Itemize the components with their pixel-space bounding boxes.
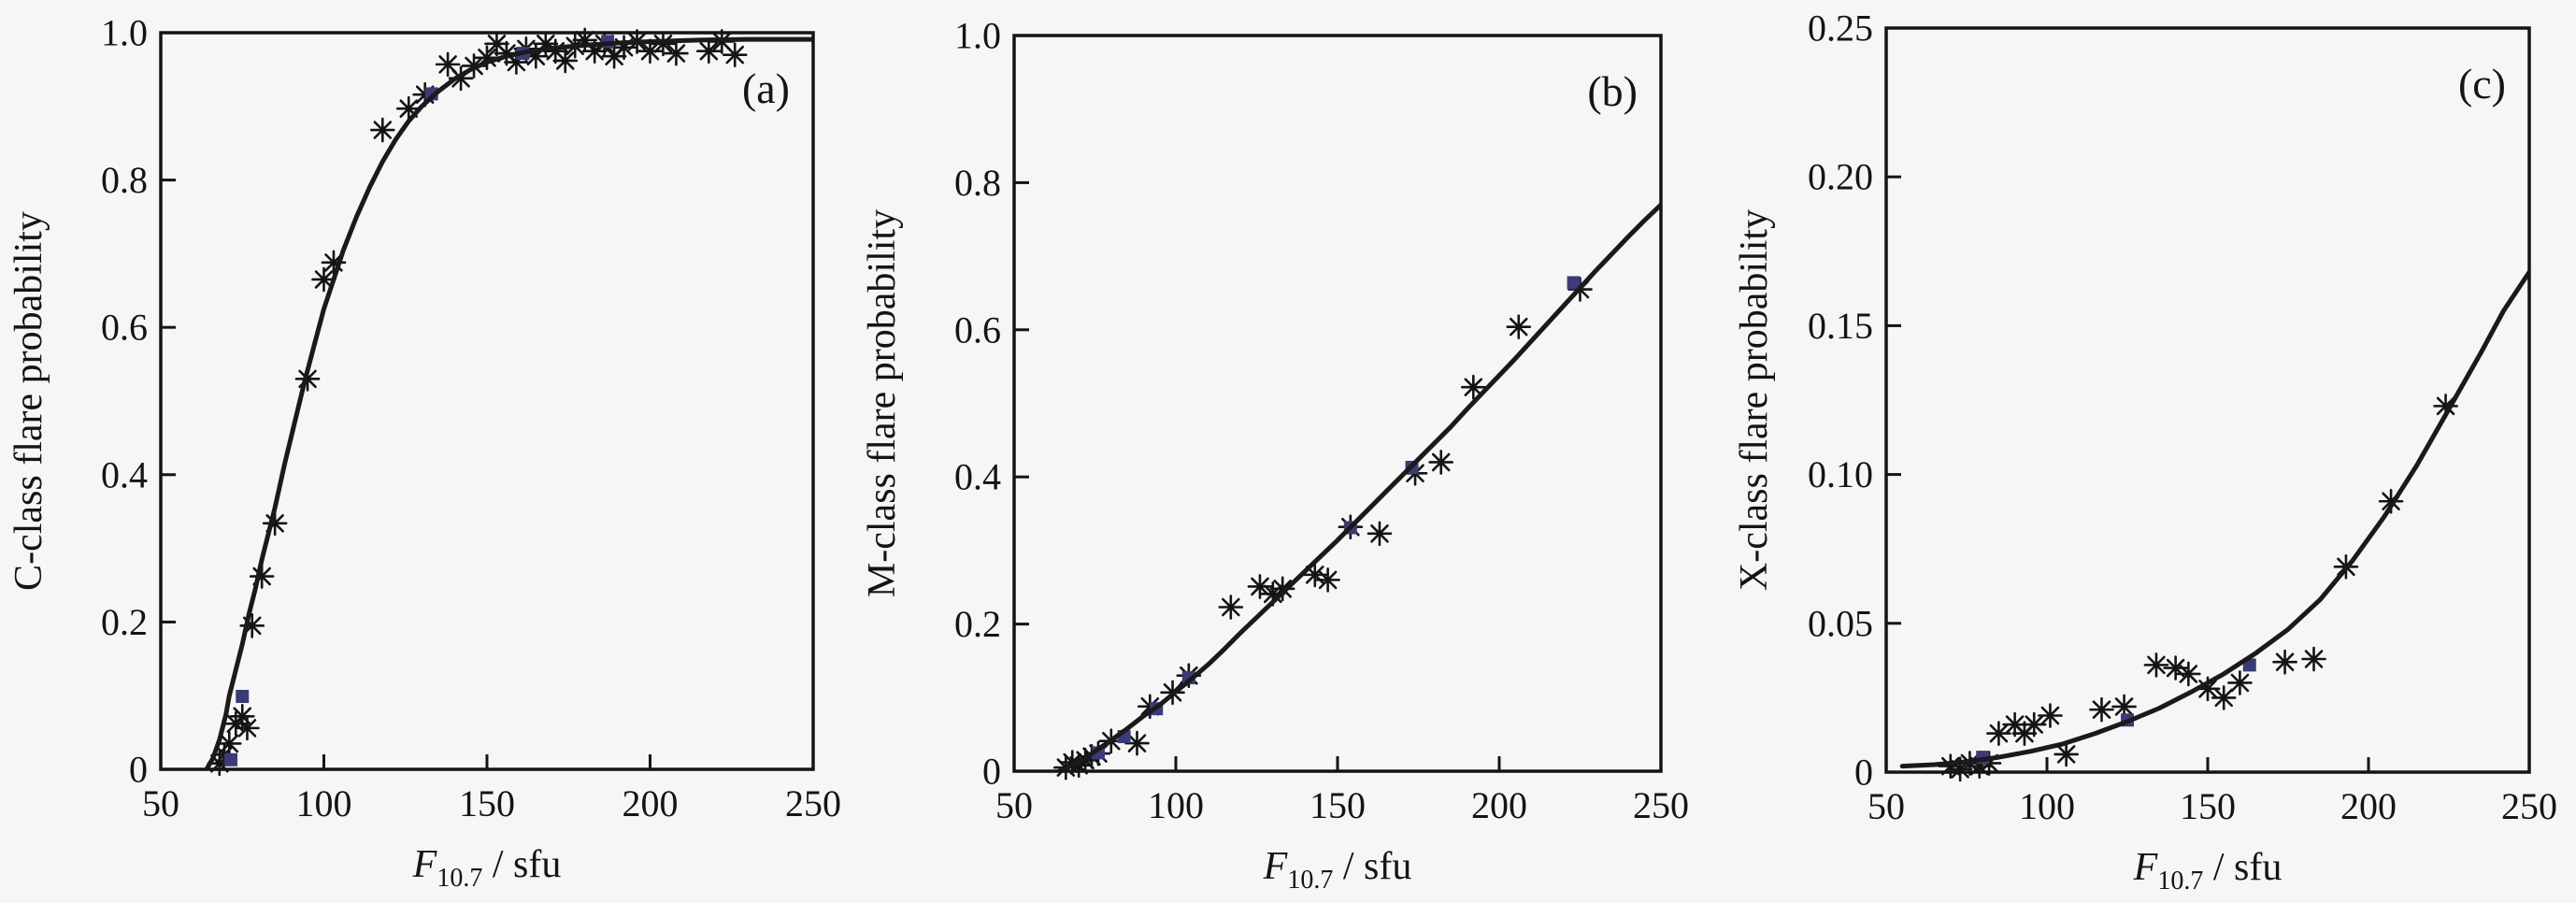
panel-b-plot: 50 100 150 200 250 0 0.2 0.4 0.6 0.8 1.0 M-class fl… bbox=[861, 15, 1689, 896]
x-tick-label: 250 bbox=[2501, 785, 2557, 827]
model-point-square bbox=[236, 689, 250, 703]
x-tick-label: 250 bbox=[1633, 784, 1689, 826]
data-point-asterisk bbox=[1247, 574, 1273, 599]
y-tick-label: 0.6 bbox=[954, 308, 1001, 351]
y-tick-label: 0.10 bbox=[1808, 453, 1873, 495]
panel-c-plot: 50 100 150 200 250 0 0.05 0.10 0.15 0.20 0.25 X-cla… bbox=[1733, 7, 2557, 896]
data-point-asterisks bbox=[207, 27, 748, 776]
fitted-curve bbox=[1056, 202, 1661, 771]
x-tick-label: 100 bbox=[2019, 785, 2075, 827]
data-point-asterisk bbox=[552, 48, 579, 74]
panel-a: 50 100 150 200 250 0 0.2 0.4 0.6 0.8 1.0 C-class fl… bbox=[0, 0, 859, 903]
fitted-curve bbox=[204, 36, 813, 769]
data-point-asterisk bbox=[1367, 521, 1393, 547]
y-tick-label: 0.2 bbox=[101, 601, 148, 643]
x-tick-label: 250 bbox=[785, 782, 841, 824]
plot-box bbox=[1884, 26, 2531, 774]
x-axis-title: F10.7 / sfu bbox=[412, 843, 562, 893]
y-tick-label: 0.15 bbox=[1808, 305, 1873, 347]
data-point-asterisk bbox=[2227, 670, 2253, 695]
panel-letter: (a) bbox=[742, 64, 790, 112]
data-point-asterisk bbox=[395, 95, 422, 122]
data-point-asterisk bbox=[2089, 696, 2114, 723]
data-point-asterisks bbox=[1053, 277, 1593, 781]
x-tick-label: 200 bbox=[1471, 784, 1527, 826]
y-tick-label: 0 bbox=[982, 751, 1001, 793]
model-point-squares bbox=[1091, 276, 1581, 760]
panel-c: 50 100 150 200 250 0 0.05 0.10 0.15 0.20 0.25 X-cla… bbox=[1718, 0, 2576, 903]
data-point-asterisk bbox=[2211, 685, 2237, 710]
model-point-squares bbox=[1976, 658, 2256, 765]
data-point-asterisk bbox=[2176, 661, 2201, 687]
data-point-asterisk bbox=[1461, 374, 1486, 400]
model-point-squares bbox=[224, 35, 615, 767]
data-point-asterisk bbox=[1315, 567, 1340, 593]
x-tick-label: 100 bbox=[296, 782, 352, 824]
y-tick-label: 0.4 bbox=[954, 456, 1001, 498]
data-point-asterisk bbox=[1428, 450, 1454, 475]
data-point-asterisk bbox=[2011, 721, 2038, 746]
data-point-asterisk bbox=[2038, 703, 2063, 728]
data-point-asterisk bbox=[2272, 649, 2297, 675]
data-point-asterisk bbox=[1269, 576, 1295, 602]
data-point-asterisk bbox=[664, 40, 689, 66]
data-point-asterisk bbox=[370, 117, 395, 143]
y-tick-label: 0 bbox=[1854, 752, 1873, 794]
model-point-square bbox=[1567, 276, 1581, 290]
model-point-square bbox=[224, 752, 238, 767]
data-point-asterisk bbox=[1218, 595, 1244, 620]
data-point-asterisk bbox=[696, 38, 722, 64]
y-tick-label: 1.0 bbox=[954, 15, 1001, 57]
data-point-asterisk bbox=[651, 31, 676, 57]
y-tick-label: 0 bbox=[129, 749, 148, 791]
x-tick-label: 200 bbox=[2340, 785, 2397, 827]
x-axis-title: F10.7 / sfu bbox=[2133, 846, 2283, 896]
data-point-asterisk bbox=[2143, 652, 2169, 678]
y-tick-label: 0.8 bbox=[954, 162, 1001, 204]
panel-letter: (c) bbox=[2458, 60, 2506, 108]
plot-box bbox=[1012, 34, 1663, 773]
fitted-curve bbox=[1899, 269, 2529, 769]
data-point-asterisks bbox=[1938, 394, 2458, 782]
x-tick-label: 150 bbox=[2180, 785, 2236, 827]
data-point-asterisk bbox=[2301, 646, 2326, 672]
data-point-asterisk bbox=[2054, 741, 2079, 767]
x-tick-label: 50 bbox=[1868, 785, 1905, 827]
x-tick-label: 150 bbox=[1309, 784, 1366, 826]
x-tick-label: 50 bbox=[142, 782, 179, 824]
data-point-asterisk bbox=[1506, 314, 1532, 339]
x-tick-label: 150 bbox=[459, 782, 515, 824]
y-tick-label: 0.6 bbox=[101, 307, 148, 349]
x-tick-label: 50 bbox=[995, 784, 1033, 826]
y-axis-title: C-class flare probability bbox=[7, 211, 50, 591]
y-tick-label: 0.20 bbox=[1808, 156, 1873, 198]
y-tick-label: 0.4 bbox=[101, 453, 148, 495]
x-tick-label: 100 bbox=[1148, 784, 1204, 826]
y-tick-label: 0.8 bbox=[101, 159, 148, 201]
plot-box bbox=[159, 31, 815, 771]
y-axis-title: M-class flare probability bbox=[861, 209, 904, 597]
y-tick-label: 0.2 bbox=[954, 603, 1001, 645]
data-point-asterisk bbox=[1124, 730, 1150, 756]
y-tick-label: 1.0 bbox=[101, 12, 148, 54]
panel-b: 50 100 150 200 250 0 0.2 0.4 0.6 0.8 1.0 M-class fl… bbox=[859, 0, 1718, 903]
data-point-asterisk bbox=[216, 731, 242, 756]
y-tick-label: 0.05 bbox=[1808, 602, 1873, 644]
x-tick-label: 200 bbox=[623, 782, 679, 824]
y-axis-title: X-class flare probability bbox=[1733, 209, 1776, 591]
data-point-asterisk bbox=[722, 42, 748, 67]
data-point-asterisk bbox=[2111, 694, 2137, 720]
panel-a-plot: 50 100 150 200 250 0 0.2 0.4 0.6 0.8 1.0 C-class fl… bbox=[7, 12, 841, 894]
x-axis-title: F10.7 / sfu bbox=[1263, 845, 1412, 895]
data-point-asterisk bbox=[235, 715, 260, 741]
y-tick-label: 0.25 bbox=[1808, 7, 1873, 50]
panel-letter: (b) bbox=[1587, 67, 1638, 115]
